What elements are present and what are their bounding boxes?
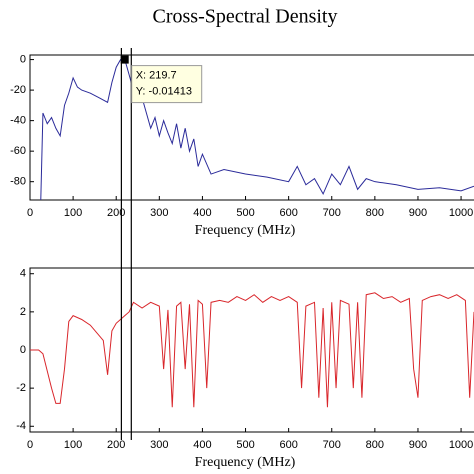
- x-tick-label: 900: [409, 207, 427, 219]
- x-tick-label: 700: [323, 207, 341, 219]
- x-tick-label: 400: [193, 207, 211, 219]
- datatip-label: X: 219.7: [136, 70, 177, 82]
- x-tick-label: 200: [107, 439, 125, 451]
- x-tick-label: 600: [279, 439, 297, 451]
- x-tick-label: 1000: [449, 439, 473, 451]
- x-tick-label: 500: [236, 207, 254, 219]
- y-tick-label: -80: [10, 176, 26, 188]
- x-tick-label: 800: [366, 207, 384, 219]
- x-tick-label: 0: [27, 439, 33, 451]
- y-tick-label: -60: [10, 145, 26, 157]
- y-tick-label: 4: [20, 268, 26, 280]
- x-tick-label: 100: [64, 207, 82, 219]
- x-tick-label: 200: [107, 207, 125, 219]
- y-tick-label: 0: [20, 344, 26, 356]
- x-tick-label: 800: [366, 439, 384, 451]
- x-axis-label: Frequency (MHz): [195, 455, 296, 470]
- x-axis-label: Frequency (MHz): [195, 223, 296, 238]
- y-tick-label: -4: [16, 420, 26, 432]
- axes-box: [29, 54, 474, 201]
- x-tick-label: 500: [236, 439, 254, 451]
- x-tick-label: 0: [27, 207, 33, 219]
- y-tick-label: -40: [10, 115, 26, 127]
- x-tick-label: 1000: [449, 207, 473, 219]
- x-tick-label: 700: [323, 439, 341, 451]
- y-tick-label: 2: [20, 306, 26, 318]
- axes-box: [29, 267, 474, 433]
- datatip-box: [131, 65, 203, 104]
- x-tick-label: 300: [150, 439, 168, 451]
- x-tick-label: 100: [64, 439, 82, 451]
- y-tick-label: -2: [16, 382, 26, 394]
- datatip-label: Y: -0.01413: [136, 86, 192, 98]
- x-tick-label: 900: [409, 439, 427, 451]
- chart-title: Cross-Spectral Density: [153, 6, 338, 28]
- x-tick-label: 400: [193, 439, 211, 451]
- x-tick-label: 300: [150, 207, 168, 219]
- data-line: [30, 292, 474, 408]
- y-tick-label: -20: [10, 84, 26, 96]
- y-tick-label: 0: [20, 53, 26, 65]
- x-tick-label: 600: [279, 207, 297, 219]
- datatip-marker: [120, 55, 129, 64]
- data-line: [40, 59, 474, 200]
